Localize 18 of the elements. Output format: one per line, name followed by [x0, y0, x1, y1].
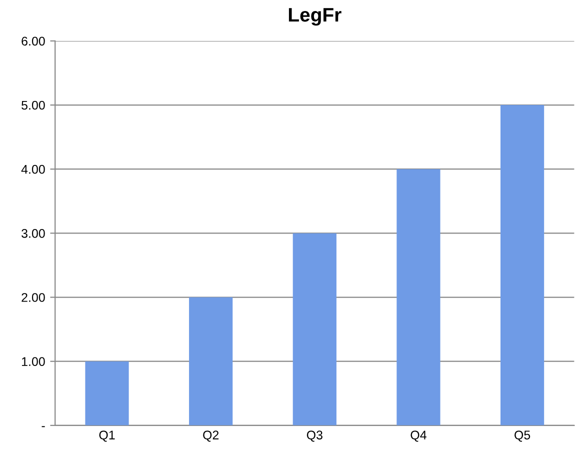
y-tick-label: 2.00: [22, 293, 45, 302]
y-tick-label: 1.00: [22, 357, 45, 366]
x-tick-label: Q1: [99, 430, 115, 442]
y-tick-label: 6.00: [22, 36, 45, 46]
y-tick-label: 5.00: [22, 100, 45, 110]
bar: [85, 361, 129, 426]
x-tick-label: Q3: [306, 430, 322, 442]
y-tick-label: 3.00: [22, 228, 45, 238]
chart-title: LegFr: [288, 8, 342, 26]
x-tick-label: Q2: [203, 430, 219, 442]
x-tick-label: Q5: [514, 430, 530, 442]
y-tick-label: 4.00: [21, 164, 45, 174]
y-tick-label: -: [42, 426, 45, 428]
x-tick-label: Q4: [410, 430, 426, 442]
bar: [500, 105, 544, 426]
bar: [396, 169, 440, 426]
bar: [292, 233, 336, 426]
bar: [189, 297, 233, 426]
